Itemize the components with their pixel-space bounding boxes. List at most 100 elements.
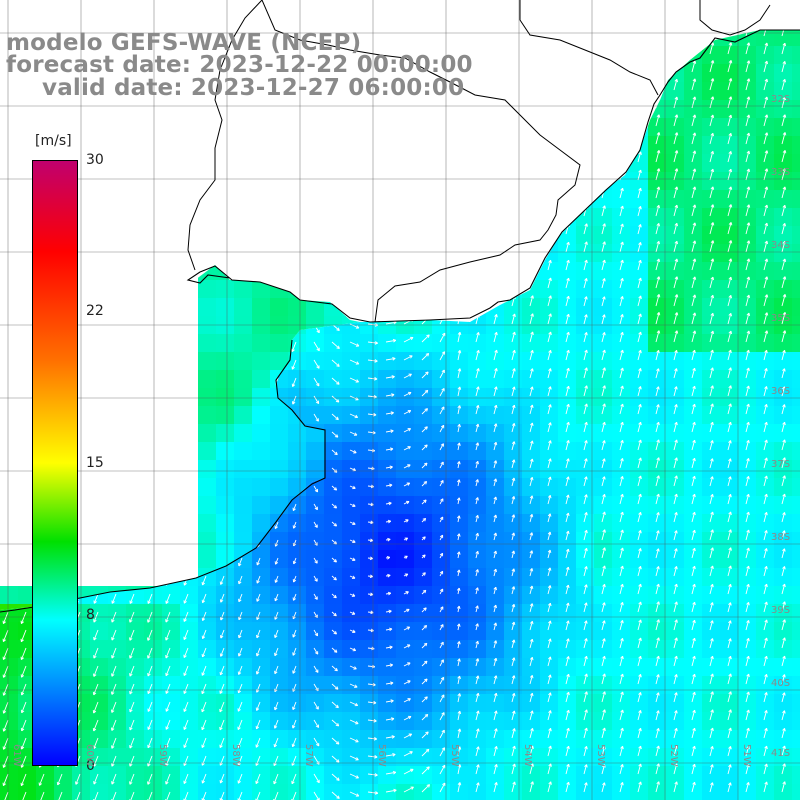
wind-cell xyxy=(594,172,613,191)
wind-arrow xyxy=(529,224,533,235)
wind-arrow xyxy=(619,259,624,271)
wind-arrow-head xyxy=(357,271,360,275)
wind-arrow-head xyxy=(532,44,534,48)
wind-arrow-head xyxy=(166,240,169,244)
wind-cell xyxy=(414,406,433,425)
wind-cell xyxy=(522,550,541,569)
wind-arrow-head xyxy=(622,152,624,156)
wind-cell xyxy=(486,118,505,137)
wind-arrow xyxy=(763,276,768,289)
wind-cell xyxy=(540,568,559,587)
wind-arrow-head xyxy=(148,240,152,244)
coastal-cell xyxy=(126,442,145,461)
wind-arrow-head xyxy=(764,294,768,298)
wind-cell xyxy=(630,46,649,65)
wind-arrow-head xyxy=(255,205,259,208)
wind-arrow-head xyxy=(4,259,7,262)
wind-cell xyxy=(126,658,145,677)
wind-cell xyxy=(288,190,307,209)
wind-cell xyxy=(522,622,541,641)
wind-arrow xyxy=(763,114,768,127)
wind-cell xyxy=(504,226,523,245)
wind-arrow-head xyxy=(746,294,750,298)
wind-cell xyxy=(468,30,487,47)
wind-arrow-head xyxy=(22,222,25,226)
wind-arrow-head xyxy=(22,258,25,262)
wind-arrow xyxy=(129,233,135,244)
wind-cell xyxy=(108,748,127,767)
wind-arrow-head xyxy=(338,111,341,116)
wind-cell xyxy=(288,658,307,677)
wind-cell xyxy=(756,766,775,785)
wind-cell xyxy=(738,298,757,317)
wind-arrow xyxy=(565,152,570,163)
coastal-cell xyxy=(144,406,163,425)
wind-arrow-head xyxy=(586,43,588,47)
wind-cell xyxy=(792,190,800,209)
wind-cell xyxy=(360,244,379,263)
wind-arrow-head xyxy=(549,26,551,28)
wind-cell xyxy=(522,406,541,425)
wind-arrow-head xyxy=(620,277,623,281)
wind-cell xyxy=(0,658,19,677)
wind-cell xyxy=(378,586,397,605)
wind-cell xyxy=(0,784,19,800)
wind-cell xyxy=(756,262,775,281)
wind-cell xyxy=(162,100,181,119)
wind-cell xyxy=(540,694,559,713)
wind-arrow-head xyxy=(746,186,750,190)
wind-cell xyxy=(198,586,217,605)
wind-arrow xyxy=(727,295,732,307)
wind-arrow-head xyxy=(357,253,361,257)
wind-cell xyxy=(720,64,739,83)
wind-cell xyxy=(450,748,469,767)
wind-cell xyxy=(288,226,307,245)
wind-cell xyxy=(558,424,577,443)
wind-cell xyxy=(648,658,667,677)
wind-cell xyxy=(360,586,379,605)
coastal-cell xyxy=(108,265,127,281)
wind-cell xyxy=(522,658,541,677)
wind-cell xyxy=(126,136,145,155)
wind-cell xyxy=(234,730,253,749)
wind-cell xyxy=(180,172,199,191)
wind-cell xyxy=(378,712,397,731)
wind-cell xyxy=(396,280,415,299)
wind-arrow-head xyxy=(428,154,431,158)
wind-arrow-head xyxy=(237,259,241,263)
wind-cell xyxy=(576,514,595,533)
wind-arrow xyxy=(745,114,750,127)
wind-arrow-head xyxy=(112,151,115,154)
wind-cell xyxy=(738,118,757,137)
wind-cell xyxy=(756,568,775,587)
wind-arrow xyxy=(385,33,397,37)
wind-arrow xyxy=(727,60,732,73)
wind-cell xyxy=(666,406,685,425)
wind-arrow xyxy=(529,151,534,163)
wind-cell xyxy=(522,442,541,461)
coastal-cell xyxy=(144,280,163,299)
wind-arrow xyxy=(547,62,551,73)
wind-arrow xyxy=(673,205,678,217)
wind-arrow xyxy=(457,152,461,163)
coastal-cell xyxy=(144,568,163,587)
wind-cell xyxy=(414,712,433,731)
wind-arrow xyxy=(673,79,678,91)
wind-cell xyxy=(612,424,631,443)
wind-arrow xyxy=(475,134,479,145)
wind-cell xyxy=(270,262,289,281)
wind-arrow-head xyxy=(496,223,498,227)
wind-arrow xyxy=(111,269,117,280)
wind-cell xyxy=(540,496,559,515)
wind-cell xyxy=(684,604,703,623)
wind-cell xyxy=(36,766,55,785)
wind-cell xyxy=(360,748,379,767)
wind-arrow-head xyxy=(692,222,696,226)
wind-cell xyxy=(108,190,127,209)
wind-arrow-head xyxy=(4,223,7,226)
wind-arrow xyxy=(111,179,117,190)
wind-arrow xyxy=(313,143,320,153)
wind-cell xyxy=(504,442,523,461)
wind-arrow xyxy=(511,188,516,199)
wind-cell xyxy=(594,712,613,731)
